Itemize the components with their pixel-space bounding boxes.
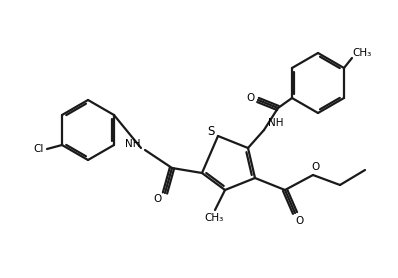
Text: NH: NH — [268, 118, 284, 128]
Text: S: S — [207, 125, 215, 138]
Text: NH: NH — [125, 139, 141, 149]
Text: O: O — [311, 162, 319, 172]
Text: Cl: Cl — [34, 144, 44, 154]
Text: O: O — [246, 93, 254, 103]
Text: O: O — [153, 194, 161, 204]
Text: O: O — [295, 216, 303, 226]
Text: CH₃: CH₃ — [205, 213, 224, 223]
Text: CH₃: CH₃ — [352, 48, 372, 58]
